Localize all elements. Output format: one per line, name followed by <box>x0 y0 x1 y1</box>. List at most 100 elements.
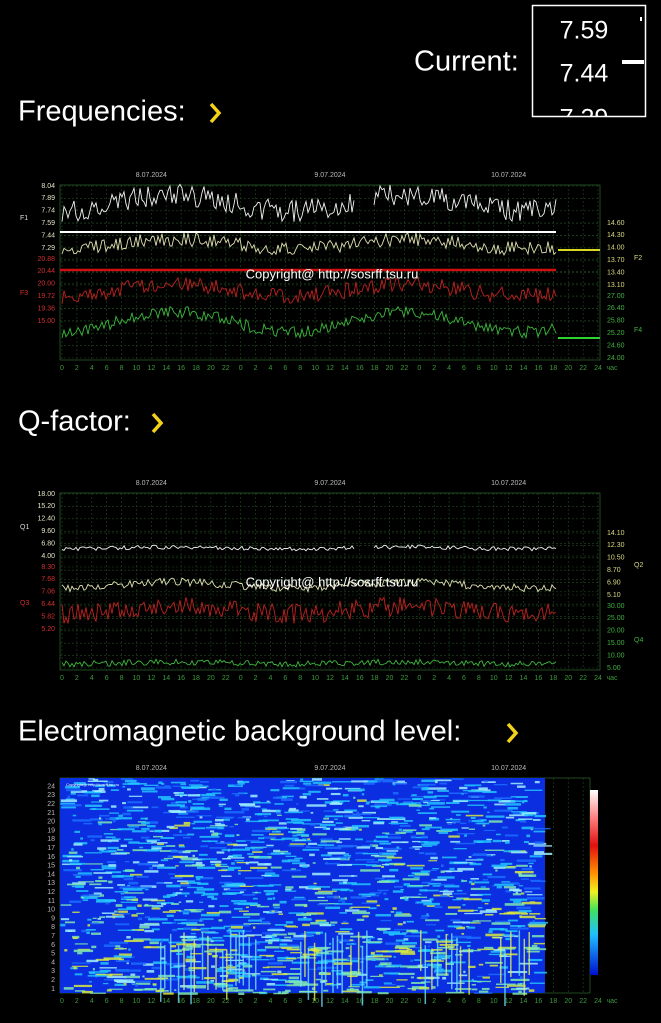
spectrogram-cell <box>336 983 342 986</box>
hour-label: 2 <box>432 675 436 682</box>
spectrogram-cell <box>395 939 405 942</box>
picker-value[interactable]: 7.29 <box>560 105 609 133</box>
spectrogram-cell <box>156 866 176 869</box>
spectrogram-cell <box>457 867 475 871</box>
spectrogram-cell <box>428 860 438 862</box>
chevron[interactable] <box>506 722 519 744</box>
spectrogram-cell <box>281 837 299 840</box>
spectrogram-cell <box>498 946 517 949</box>
section-title[interactable]: Electromagnetic background level: <box>18 716 461 748</box>
spectrogram-cell <box>173 965 186 967</box>
picker-value[interactable]: 7.59 <box>560 17 609 45</box>
spectrogram-cell <box>204 950 223 953</box>
spectrogram-cell <box>172 928 178 932</box>
y-label: 14 <box>47 871 55 878</box>
spectrogram-chart[interactable]: 0 2 4 6 8 10 12 14 16 18 20 22 0 2 4 6 8 10 12 14 16 18 20 22 0 2… <box>40 765 618 1007</box>
frequency-chart[interactable]: 0 2 4 6 8 10 12 14 16 18 20 22 0 2 4 6 8 10 12 14 16 18 20 22 0 2… <box>8 167 642 374</box>
spectrogram-cell <box>414 873 430 876</box>
spectrogram-cell <box>236 840 247 842</box>
spectrogram-cell <box>93 892 102 895</box>
spectrogram-cell <box>171 850 183 853</box>
spectrogram-cell <box>177 880 188 882</box>
q-factor-chart[interactable]: 0 2 4 6 8 10 12 14 16 18 20 22 0 2 4 6 8 10 12 14 16 18 20 22 0 2… <box>8 475 643 684</box>
spectrogram-cell <box>313 882 317 885</box>
trace <box>61 596 557 625</box>
spectrogram-cell <box>88 778 95 780</box>
spectrogram-cell <box>254 813 272 816</box>
hour-label: 22 <box>579 675 587 682</box>
spectrogram-cell <box>412 840 421 843</box>
spectrogram-cell <box>127 884 131 887</box>
spectrogram-cell <box>239 976 244 979</box>
axis-label: 14.10 <box>607 530 625 537</box>
spectrogram-cell <box>366 801 371 804</box>
spectrogram-cell <box>430 799 440 802</box>
chevron[interactable] <box>209 102 222 124</box>
hour-label: 2 <box>75 365 79 372</box>
spectrogram-cell <box>477 818 482 821</box>
spectrogram-burst <box>193 940 196 993</box>
spectrogram-cell <box>256 802 272 804</box>
spectrogram-cell <box>145 839 160 841</box>
section-title[interactable]: Q-factor: <box>18 406 131 438</box>
spectrogram-cell <box>161 797 175 801</box>
spectrogram-cell <box>437 963 442 967</box>
spectrogram-cell <box>87 918 92 921</box>
spectrogram-cell <box>256 905 270 908</box>
spectrogram-cell <box>305 887 320 890</box>
spectrogram-cell <box>421 835 428 838</box>
spectrogram-cell <box>394 928 409 931</box>
spectrogram-cell <box>187 886 204 889</box>
section-title[interactable]: Frequencies: <box>18 96 186 128</box>
value-picker[interactable]: 7.59 7.44 7.29 <box>531 4 647 133</box>
hour-label: 18 <box>549 365 557 372</box>
spectrogram-cell <box>329 942 332 946</box>
spectrogram-cell <box>280 852 285 855</box>
spectrogram-cell <box>217 826 224 830</box>
spectrogram-cell <box>60 923 66 927</box>
spectrogram-cell <box>186 986 206 989</box>
spectrogram-cell <box>453 892 467 895</box>
spectrogram-cell <box>524 814 534 817</box>
spectrogram-cell <box>326 828 330 830</box>
hour-label: 24 <box>594 998 602 1005</box>
spectrogram-cell <box>384 898 389 901</box>
spectrogram-cell <box>263 978 279 981</box>
spectrogram-cell <box>103 957 122 960</box>
spectrogram-cell <box>140 817 149 820</box>
spectrogram-cell <box>73 843 83 846</box>
spectrogram-cell <box>279 944 299 947</box>
spectrogram-cell <box>272 897 276 900</box>
spectrogram-cell <box>419 824 433 827</box>
date-label: 10.07.2024 <box>491 172 526 179</box>
spectrogram-cell <box>188 800 192 803</box>
spectrogram-cell <box>437 955 452 957</box>
spectrogram-cell <box>255 856 268 859</box>
spectrogram-cell <box>254 805 261 808</box>
spectrogram-cell <box>75 875 81 878</box>
axis-label: 12.40 <box>37 516 55 523</box>
spectrogram-cell <box>302 848 320 851</box>
axis-label: 25.20 <box>607 330 625 337</box>
picker-value[interactable]: 7.44 <box>560 60 609 88</box>
axis-label: 10.00 <box>607 652 625 659</box>
spectrogram-burst <box>357 931 360 974</box>
spectrogram-cell <box>230 949 238 952</box>
spectrogram-cell <box>373 839 377 842</box>
chevron[interactable] <box>151 412 164 434</box>
spectrogram-cell <box>488 820 503 823</box>
spectrogram-cell <box>146 840 157 843</box>
spectrogram-cell <box>327 851 346 855</box>
spectrogram-cell <box>170 877 183 880</box>
spectrogram-cell <box>505 890 512 893</box>
spectrogram-cell <box>311 778 323 781</box>
spectrogram-cell <box>187 794 201 797</box>
spectrogram-cell <box>296 957 317 959</box>
spectrogram-cell <box>374 803 392 807</box>
spectrogram-cell <box>344 897 348 900</box>
spectrogram-cell <box>487 811 490 814</box>
spectrogram-cell <box>173 792 184 794</box>
axis-label: 5.10 <box>607 592 621 599</box>
spectrogram-cell <box>263 815 268 818</box>
